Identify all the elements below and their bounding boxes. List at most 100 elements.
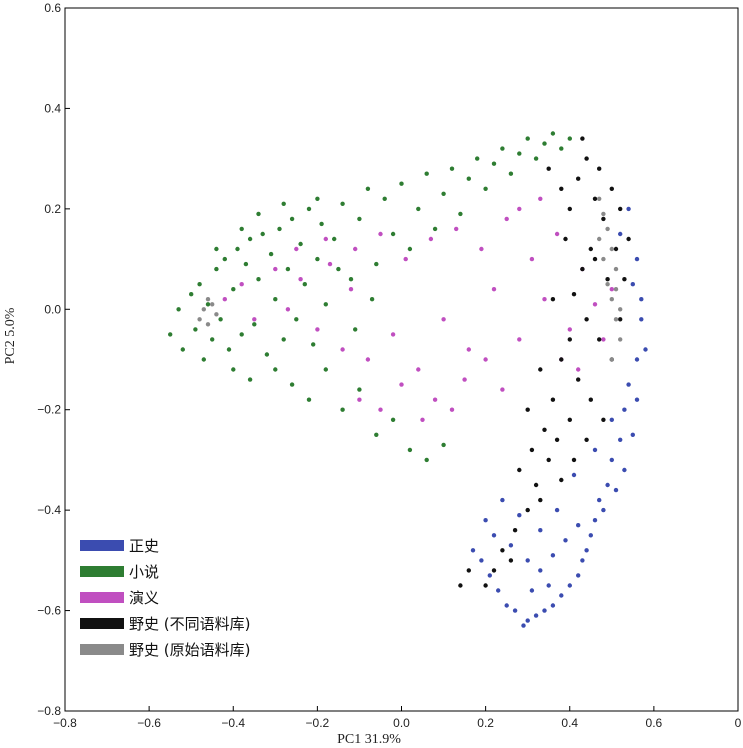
data-point (273, 367, 278, 372)
data-point (226, 347, 232, 352)
data-point (214, 246, 219, 252)
y-tick-label: 0.0 (44, 302, 61, 316)
data-point (340, 407, 345, 412)
data-point (210, 337, 215, 342)
data-point (512, 608, 518, 613)
y-tick-label: −0.4 (37, 503, 61, 517)
x-tick-label: 0.2 (477, 716, 494, 730)
data-point (613, 246, 619, 252)
data-point (491, 287, 497, 292)
data-point (306, 397, 312, 402)
y-tick-label: −0.6 (37, 604, 61, 618)
data-point (597, 236, 602, 242)
data-point (546, 166, 551, 171)
data-point (613, 317, 619, 322)
legend-label: 野史 (原始语料库) (129, 641, 250, 659)
data-point (256, 211, 261, 217)
data-point (626, 236, 631, 242)
data-point (546, 583, 551, 588)
data-point (580, 266, 585, 272)
data-point (639, 317, 644, 322)
data-point (319, 221, 324, 227)
data-point (567, 337, 572, 342)
data-point (538, 568, 543, 573)
data-point (311, 342, 316, 347)
data-point (601, 216, 606, 222)
data-point (525, 558, 530, 563)
data-point (571, 472, 577, 478)
data-point (428, 236, 434, 242)
data-point (584, 317, 589, 322)
data-point (353, 246, 358, 252)
data-point (365, 186, 371, 191)
data-point (222, 256, 227, 262)
data-point (268, 251, 274, 257)
series-2 (222, 196, 614, 422)
data-point (550, 131, 556, 136)
data-point (592, 302, 598, 307)
data-point (294, 246, 299, 252)
data-point (576, 523, 581, 528)
data-point (193, 327, 198, 332)
data-point (529, 588, 535, 593)
x-tick-label: 0.4 (561, 716, 578, 730)
y-tick-label: 0.6 (44, 1, 61, 15)
data-point (218, 317, 223, 322)
data-point (252, 322, 257, 327)
data-point (626, 382, 631, 387)
data-point (588, 246, 593, 252)
legend-label: 演义 (129, 589, 159, 607)
data-point (533, 482, 539, 488)
data-point (306, 206, 312, 212)
data-point (201, 357, 206, 362)
legend-swatch (80, 592, 124, 603)
data-point (538, 196, 543, 201)
data-point (504, 216, 509, 222)
data-point (264, 352, 270, 357)
data-point (622, 277, 627, 282)
data-point (609, 246, 614, 252)
data-point (550, 553, 556, 558)
data-point (441, 442, 446, 448)
data-point (180, 347, 185, 352)
data-point (340, 347, 345, 352)
data-point (247, 236, 253, 242)
data-point (609, 186, 614, 191)
data-point (231, 287, 236, 292)
data-point (466, 347, 471, 352)
data-point (378, 407, 383, 412)
data-point (252, 317, 257, 322)
data-point (592, 196, 598, 201)
data-point (601, 507, 606, 513)
data-point (546, 457, 551, 463)
data-point (432, 226, 438, 232)
data-point (407, 447, 413, 453)
data-point (420, 417, 425, 422)
data-point (609, 297, 614, 302)
data-point (487, 573, 492, 578)
data-point (584, 548, 589, 553)
data-point (483, 357, 488, 362)
x-tick-label: 0 (735, 716, 742, 730)
legend-swatch (80, 618, 124, 629)
data-point (567, 136, 572, 141)
data-point (458, 583, 463, 588)
data-point (597, 337, 602, 342)
data-point (550, 397, 556, 402)
data-point (315, 327, 320, 332)
data-point (382, 196, 387, 201)
data-point (634, 397, 640, 402)
legend-label: 正史 (129, 537, 159, 555)
points-layer (168, 131, 648, 628)
data-point (601, 211, 606, 217)
data-point (441, 317, 446, 322)
data-point (542, 141, 547, 146)
data-point (281, 337, 286, 342)
data-point (222, 297, 227, 302)
data-point (189, 292, 194, 297)
legend-label: 野史 (不同语料库) (129, 615, 250, 633)
data-point (390, 332, 396, 337)
data-point (605, 282, 610, 287)
data-point (466, 568, 471, 573)
